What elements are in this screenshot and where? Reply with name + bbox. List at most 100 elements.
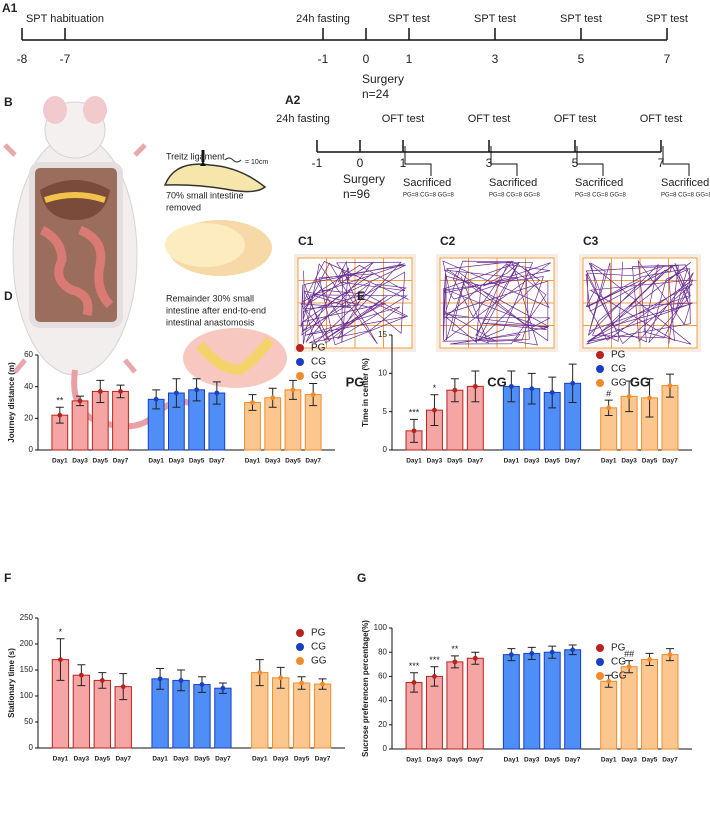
timeline-tick-label: 7 xyxy=(658,156,665,170)
x-tick-label: Day3 xyxy=(72,458,88,465)
mean-point xyxy=(214,390,220,396)
y-tick-label: 150 xyxy=(20,665,34,674)
annotation: Treitz ligament xyxy=(166,151,225,161)
bar xyxy=(502,654,520,750)
sacrificed-label: Sacrificed xyxy=(661,177,709,189)
x-tick-label: Day7 xyxy=(215,756,231,763)
bar xyxy=(214,687,232,749)
mean-point xyxy=(626,393,632,399)
timeline-event: OFT test xyxy=(554,113,597,125)
timeline-tick-label: 1 xyxy=(400,156,407,170)
annotation: Remainder 30% small xyxy=(166,293,254,303)
mean-point xyxy=(220,685,226,691)
x-tick-label: Day5 xyxy=(189,458,205,465)
mean-point xyxy=(278,675,284,681)
legend-label: CG xyxy=(311,357,326,368)
bar xyxy=(292,682,311,749)
annotation: intestine after end-to-end xyxy=(166,305,266,315)
mean-point xyxy=(570,380,576,386)
panel-label: B xyxy=(4,95,13,109)
mean-point xyxy=(472,383,478,389)
x-tick-label: Day5 xyxy=(544,757,560,764)
x-tick-label: Day7 xyxy=(209,458,225,465)
track xyxy=(442,260,551,346)
x-tick-label: Day1 xyxy=(406,458,422,465)
annotation: 70% small intestine xyxy=(166,190,244,200)
track xyxy=(300,260,409,346)
bar xyxy=(661,654,679,750)
x-tick-label: Day3 xyxy=(169,458,185,465)
significance-mark: ## xyxy=(624,649,634,659)
panel-label: D xyxy=(4,289,13,303)
mean-point xyxy=(97,389,103,394)
sacrifice-bracket xyxy=(404,146,432,176)
legend-marker xyxy=(596,658,604,666)
timeline-event: SPT test xyxy=(646,13,688,25)
x-tick-label: Day5 xyxy=(642,458,658,465)
mean-point xyxy=(310,392,316,397)
y-tick-label: 20 xyxy=(24,413,33,422)
open-field-tracks xyxy=(294,254,701,352)
x-tick-label: Day7 xyxy=(113,458,129,465)
mean-point xyxy=(529,651,535,656)
x-tick-label: Day7 xyxy=(468,757,484,764)
mean-point xyxy=(178,678,184,683)
mean-point xyxy=(452,387,458,393)
mean-point xyxy=(77,398,83,404)
legend-label: CG xyxy=(611,657,626,668)
x-tick-label: Day1 xyxy=(152,756,168,763)
mean-point xyxy=(647,657,652,662)
legend-marker xyxy=(296,657,304,665)
sacrificed-label: Sacrificed xyxy=(575,177,623,189)
timeline-event: OFT test xyxy=(468,113,511,125)
y-tick-label: 100 xyxy=(20,691,34,700)
panel-label: E xyxy=(357,289,365,303)
sacrificed-detail: PG=8 CG=8 GG=8 xyxy=(403,193,455,199)
x-tick-label: Day3 xyxy=(265,458,281,465)
y-axis-title: Stationary time (s) xyxy=(7,648,16,718)
bar xyxy=(641,658,659,750)
x-tick-label: Day1 xyxy=(601,757,617,764)
panel-label: A1 xyxy=(2,1,18,15)
significance-mark: *** xyxy=(409,661,420,671)
significance-mark: *** xyxy=(429,655,440,665)
x-tick-label: Day3 xyxy=(621,757,637,764)
x-tick-label: Day7 xyxy=(305,458,321,465)
x-tick-label: Day5 xyxy=(95,756,111,763)
mean-point xyxy=(194,387,200,393)
y-tick-label: 0 xyxy=(383,744,388,753)
x-tick-label: Day5 xyxy=(642,757,658,764)
timeline-tick-label: 7 xyxy=(664,52,671,66)
mean-point xyxy=(173,390,179,396)
legend-marker xyxy=(596,365,604,373)
bar xyxy=(523,652,541,750)
mean-point xyxy=(549,390,555,395)
panel-label: A2 xyxy=(285,93,301,107)
bar xyxy=(543,651,561,750)
mean-point xyxy=(647,395,652,401)
y-tick-label: 40 xyxy=(378,696,387,705)
mouse-illustration xyxy=(3,96,197,430)
surgery-label: n=24 xyxy=(362,87,389,101)
mean-point xyxy=(606,405,612,411)
timeline-tick-label: 3 xyxy=(486,156,493,170)
mean-point xyxy=(99,678,105,683)
mean-point xyxy=(118,389,123,394)
x-tick-label: Day7 xyxy=(662,757,678,764)
y-axis-title: Journey distance (m) xyxy=(7,362,16,443)
sacrifice-bracket xyxy=(490,146,518,176)
x-tick-label: Day3 xyxy=(74,756,90,763)
sacrificed-detail: PG=8 CG=8 GG=8 xyxy=(489,193,541,199)
significance-mark: *** xyxy=(409,408,420,418)
bar xyxy=(72,674,91,749)
panel-label: C1 xyxy=(298,234,314,248)
sacrificed-label: Sacrificed xyxy=(489,177,537,189)
timeline-event: SPT habituation xyxy=(26,13,104,25)
timeline-tick-label: 3 xyxy=(492,52,499,66)
legend-label: PG xyxy=(611,643,626,654)
mean-point xyxy=(78,672,84,678)
bar xyxy=(313,683,332,749)
x-tick-label: Day7 xyxy=(662,458,678,465)
timeline-tick-label: -1 xyxy=(318,52,329,66)
